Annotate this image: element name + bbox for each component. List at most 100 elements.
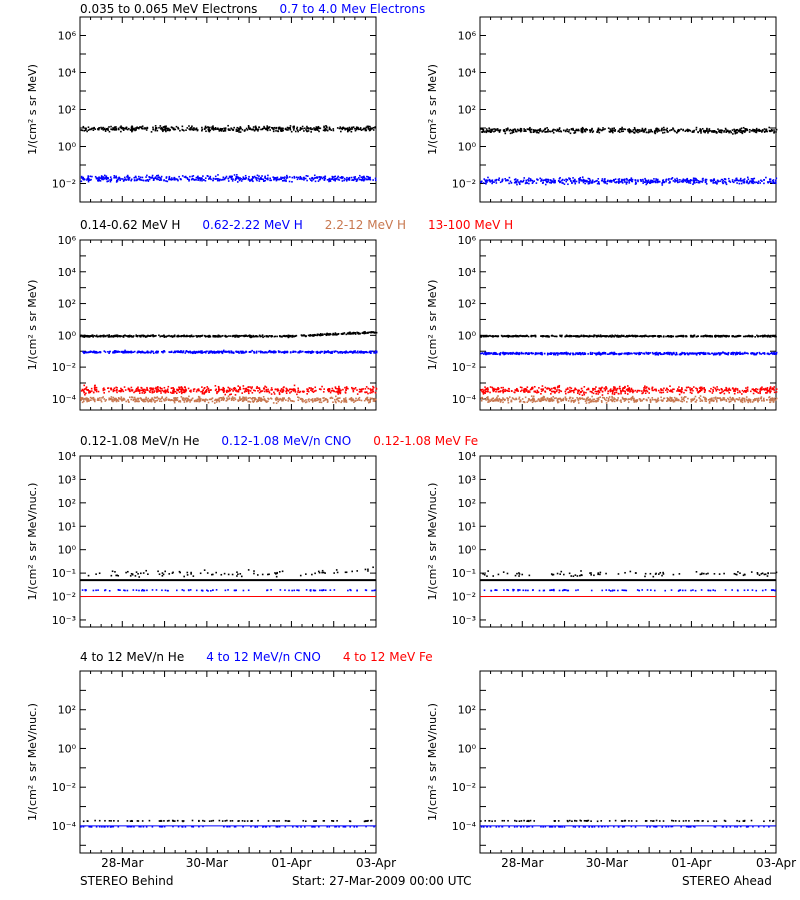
data-point [577, 399, 580, 402]
data-point [587, 396, 589, 399]
data-point [306, 125, 308, 128]
data-point [301, 178, 303, 181]
data-point [287, 336, 290, 339]
data-point [568, 131, 570, 133]
data-point [725, 183, 728, 186]
data-point [196, 335, 199, 337]
data-point [268, 126, 270, 129]
data-point [646, 181, 649, 184]
data-point [261, 127, 264, 130]
data-point [373, 351, 375, 354]
data-point [204, 398, 207, 401]
data-point [162, 129, 165, 131]
data-point [547, 130, 549, 133]
data-point [488, 401, 490, 403]
data-point [205, 130, 207, 133]
data-point [704, 178, 707, 181]
data-point [769, 130, 771, 133]
data-point [531, 397, 534, 400]
data-point [544, 398, 547, 400]
data-point [330, 396, 333, 399]
data-point [489, 400, 492, 402]
legend-entry: 0.62-2.22 MeV H [202, 218, 302, 232]
data-point [371, 127, 373, 130]
data-point [491, 397, 494, 400]
data-point [149, 387, 151, 390]
data-point [121, 126, 123, 129]
data-point [219, 129, 222, 132]
data-point [715, 130, 718, 133]
data-point [267, 388, 269, 391]
data-point [208, 389, 210, 392]
data-point [148, 176, 151, 179]
data-point [110, 396, 113, 398]
data-point [316, 333, 319, 336]
data-point [211, 400, 214, 403]
data-point [624, 181, 626, 183]
data-point [277, 350, 280, 352]
data-point [641, 129, 643, 132]
data-point [765, 130, 768, 132]
data-point [740, 179, 742, 182]
data-point [258, 391, 261, 394]
data-point [592, 398, 594, 401]
data-point [174, 178, 176, 181]
data-point [709, 398, 712, 401]
series-blue [480, 176, 778, 186]
y-tick-label: 10² [58, 298, 76, 311]
data-point [118, 176, 121, 179]
data-point [617, 178, 620, 181]
data-point [294, 130, 297, 133]
data-point [139, 176, 142, 179]
data-point [280, 178, 283, 180]
data-point [281, 129, 284, 131]
data-point [142, 351, 145, 354]
data-point [222, 396, 225, 399]
data-point [512, 128, 515, 131]
data-point [290, 390, 293, 393]
data-point [328, 180, 330, 183]
data-point [293, 175, 296, 178]
data-point [521, 398, 524, 400]
data-point [775, 131, 777, 133]
data-point [661, 129, 663, 132]
data-point [113, 350, 116, 352]
data-point [650, 128, 652, 131]
series-brown [480, 395, 778, 404]
data-point [116, 180, 119, 182]
data-point [366, 396, 369, 399]
data-point [350, 399, 353, 402]
data-point [226, 391, 228, 394]
data-point [771, 129, 774, 132]
data-point [203, 393, 205, 395]
data-point [653, 178, 655, 180]
data-point [715, 399, 718, 402]
data-point [115, 386, 118, 389]
data-point [582, 181, 585, 184]
data-point [103, 387, 105, 390]
data-point [267, 178, 269, 181]
data-point [219, 335, 222, 338]
data-point [621, 179, 624, 181]
data-point [738, 130, 740, 133]
data-point [553, 397, 556, 400]
data-point [283, 335, 285, 338]
data-point [291, 335, 294, 337]
data-point [89, 179, 91, 181]
data-point [212, 127, 215, 129]
data-point [84, 351, 87, 354]
data-point [744, 400, 746, 403]
data-point [642, 182, 644, 184]
data-point [161, 335, 164, 338]
data-point [287, 400, 290, 402]
data-point [736, 179, 738, 181]
data-point [640, 179, 642, 181]
data-point [195, 350, 198, 353]
data-point [580, 178, 582, 181]
data-point [151, 388, 154, 391]
data-point [486, 181, 488, 183]
data-point [362, 179, 365, 181]
data-point [374, 391, 377, 394]
data-point [158, 400, 161, 402]
